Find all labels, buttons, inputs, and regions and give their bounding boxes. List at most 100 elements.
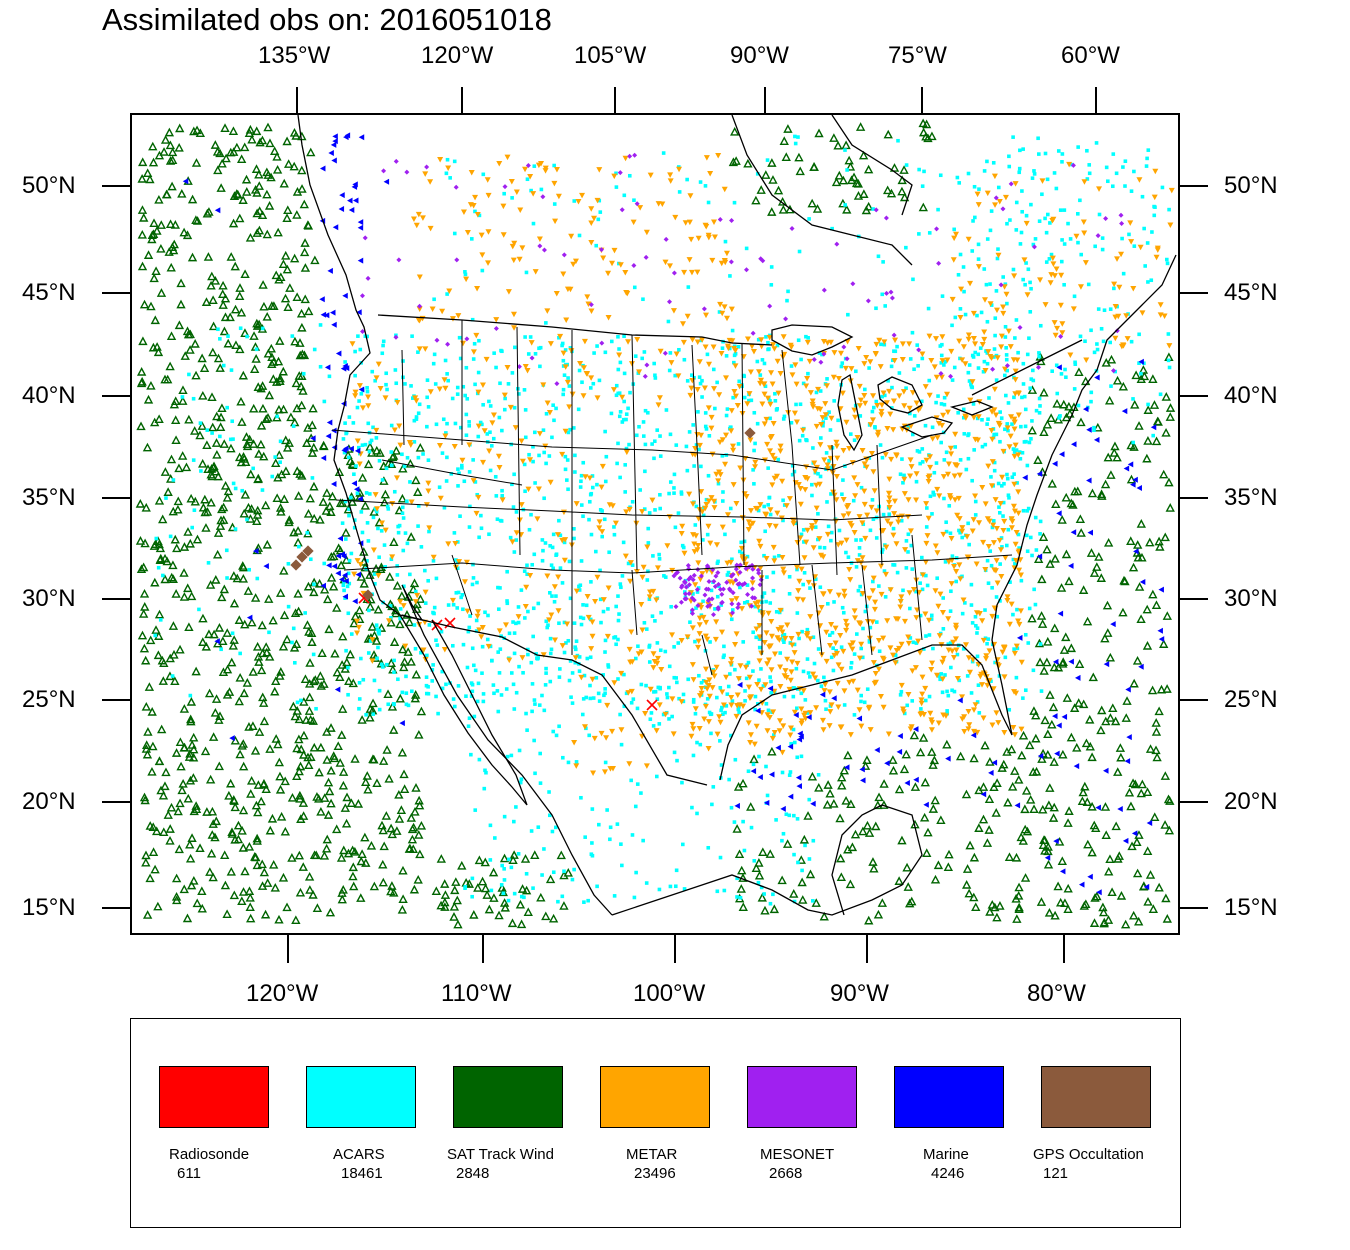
acars-marker xyxy=(924,525,929,529)
metar-marker xyxy=(544,400,551,406)
acars-marker xyxy=(849,561,854,565)
acars-marker xyxy=(561,392,566,397)
metar-marker xyxy=(733,500,740,507)
acars-marker xyxy=(782,640,786,644)
acars-marker xyxy=(1039,689,1044,693)
metar-marker xyxy=(1015,618,1022,625)
sat-wind-marker xyxy=(246,789,256,798)
acars-marker xyxy=(614,393,619,398)
metar-marker xyxy=(900,709,907,715)
metar-marker xyxy=(790,518,797,524)
sat-wind-marker xyxy=(408,584,419,594)
acars-marker xyxy=(1073,362,1078,367)
sat-wind-marker xyxy=(142,442,153,452)
sat-wind-marker xyxy=(160,374,170,384)
sat-wind-marker xyxy=(835,853,846,863)
sat-wind-marker xyxy=(292,292,302,302)
sat-wind-marker xyxy=(175,123,185,133)
acars-marker xyxy=(398,616,402,621)
acars-marker xyxy=(495,689,500,693)
acars-marker xyxy=(960,535,965,540)
acars-marker xyxy=(990,585,994,590)
sat-wind-marker xyxy=(1104,866,1114,876)
sat-wind-marker xyxy=(743,158,753,168)
acars-marker xyxy=(988,549,993,553)
sat-wind-marker xyxy=(348,871,358,881)
acars-marker xyxy=(412,418,417,423)
sat-wind-marker xyxy=(1040,715,1050,725)
metar-marker xyxy=(747,732,754,738)
sat-wind-marker xyxy=(168,155,178,165)
metar-marker xyxy=(954,675,961,682)
acars-marker xyxy=(718,685,723,690)
sat-wind-marker xyxy=(139,213,149,222)
acars-marker xyxy=(717,310,722,314)
metar-marker xyxy=(770,709,777,715)
sat-wind-marker xyxy=(1131,370,1141,380)
acars-marker xyxy=(616,334,620,339)
metar-marker xyxy=(870,575,877,582)
acars-marker xyxy=(746,660,751,665)
acars-marker xyxy=(716,481,721,486)
acars-marker xyxy=(180,395,185,399)
metar-marker xyxy=(639,627,646,633)
acars-marker xyxy=(1100,247,1105,252)
acars-marker xyxy=(876,254,881,259)
metar-marker xyxy=(899,356,906,363)
sat-wind-marker xyxy=(1088,672,1098,682)
acars-marker xyxy=(945,689,949,694)
sat-wind-marker xyxy=(1145,870,1156,879)
sat-wind-marker xyxy=(263,348,273,358)
acars-marker xyxy=(450,643,455,648)
sat-wind-marker xyxy=(152,226,162,235)
sat-wind-marker xyxy=(1128,562,1139,572)
sat-wind-marker xyxy=(811,898,821,907)
sat-wind-marker xyxy=(843,750,853,760)
acars-marker xyxy=(601,609,606,614)
metar-marker xyxy=(354,438,361,445)
sat-wind-marker xyxy=(1096,573,1106,582)
acars-marker xyxy=(924,634,928,638)
acars-marker xyxy=(522,895,526,900)
sat-wind-marker xyxy=(1027,425,1037,435)
metar-marker xyxy=(649,497,656,504)
sat-wind-marker xyxy=(281,250,291,260)
acars-marker xyxy=(472,663,476,668)
metar-marker xyxy=(696,615,703,622)
sat-wind-marker xyxy=(185,538,195,548)
acars-marker xyxy=(544,619,549,624)
acars-marker xyxy=(375,627,380,631)
acars-marker xyxy=(698,742,703,747)
sat-wind-marker xyxy=(278,366,288,376)
metar-marker xyxy=(775,390,782,397)
sat-wind-marker xyxy=(360,500,370,510)
acars-marker xyxy=(969,691,974,695)
sat-wind-marker xyxy=(1014,904,1024,913)
acars-marker xyxy=(1008,580,1012,584)
map-frame[interactable] xyxy=(130,113,1180,935)
acars-marker xyxy=(920,356,925,361)
metar-marker xyxy=(907,457,914,463)
acars-marker xyxy=(693,523,698,527)
acars-marker xyxy=(901,480,905,485)
metar-marker xyxy=(690,677,697,683)
acars-marker xyxy=(659,610,663,615)
sat-wind-marker xyxy=(226,147,236,157)
acars-marker xyxy=(380,478,385,482)
acars-marker xyxy=(977,711,982,715)
acars-marker xyxy=(924,573,928,578)
acars-marker xyxy=(240,488,245,493)
acars-marker xyxy=(384,466,389,471)
sat-wind-marker xyxy=(235,672,245,682)
sat-wind-marker xyxy=(211,466,221,476)
acars-marker xyxy=(1044,260,1049,264)
sat-wind-marker xyxy=(1165,503,1175,512)
acars-marker xyxy=(817,351,822,355)
sat-wind-marker xyxy=(189,806,199,816)
sat-wind-marker xyxy=(1014,882,1024,892)
acars-marker xyxy=(474,618,479,623)
sat-wind-marker xyxy=(789,889,799,898)
sat-wind-marker xyxy=(294,850,305,860)
metar-marker xyxy=(998,574,1005,580)
sat-wind-marker xyxy=(271,734,281,743)
